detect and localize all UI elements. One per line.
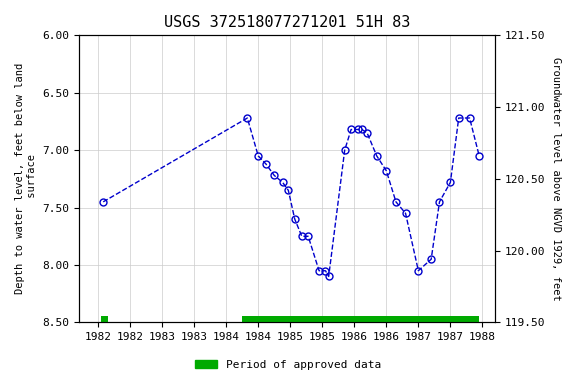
- Y-axis label: Groundwater level above NGVD 1929, feet: Groundwater level above NGVD 1929, feet: [551, 57, 561, 301]
- Bar: [242, 316, 479, 323]
- Legend: Period of approved data: Period of approved data: [191, 356, 385, 375]
- Bar: [101, 316, 108, 323]
- Y-axis label: Depth to water level, feet below land
 surface: Depth to water level, feet below land su…: [15, 63, 37, 295]
- Title: USGS 372518077271201 51H 83: USGS 372518077271201 51H 83: [164, 15, 410, 30]
